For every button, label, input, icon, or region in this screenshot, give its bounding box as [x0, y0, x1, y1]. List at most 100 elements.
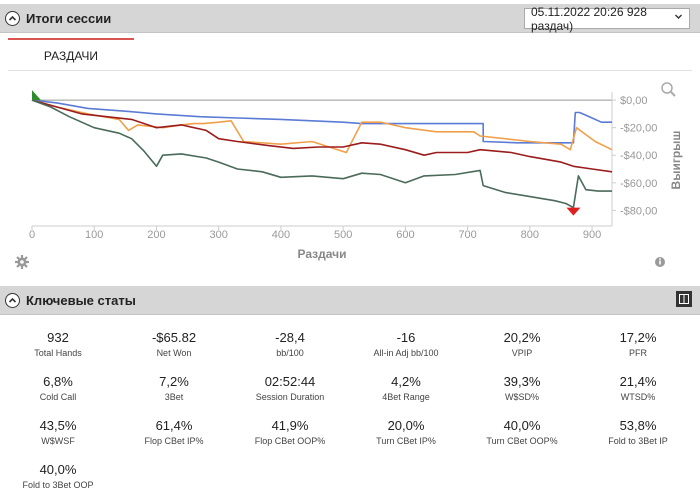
stat-label: 4Bet Range — [382, 392, 430, 402]
stat-value: 4,2% — [391, 374, 421, 389]
stat-label: Flop CBet OOP% — [254, 436, 326, 446]
stat-value: 43,5% — [39, 418, 77, 433]
stat-item: 20,2% VPIP — [464, 330, 580, 358]
chevron-up-icon — [8, 297, 17, 303]
stat-item: 43,5% W$WSF — [0, 418, 116, 446]
series-line-1 — [31, 99, 613, 154]
x-tick-label: 500 — [334, 229, 352, 241]
stat-value: 20,2% — [503, 330, 541, 345]
stat-value: 40,0% — [503, 418, 541, 433]
stat-item: 17,2% PFR — [580, 330, 696, 358]
stat-label: 3Bet — [164, 392, 184, 402]
stat-label: VPIP — [511, 348, 533, 358]
stat-value: 20,0% — [387, 418, 425, 433]
x-tick-label: 100 — [85, 229, 103, 241]
y-tick-label: -$80,00 — [620, 205, 657, 217]
winnings-chart: 0 100 200 300 400 500 600 700 800 900 $0,00 -$20,0… — [0, 72, 700, 280]
chevron-down-icon — [674, 12, 683, 24]
stat-value: -16 — [396, 330, 416, 345]
chevron-up-icon — [8, 15, 17, 21]
key-stats-header: Ключевые статы — [0, 286, 700, 315]
tab-label: РАЗДАЧИ — [43, 49, 99, 63]
stat-label: W$WSF — [41, 436, 75, 446]
stat-label: Session Duration — [255, 392, 325, 402]
stat-label: Flop CBet IP% — [144, 436, 204, 446]
stat-value: 6,8% — [43, 374, 73, 389]
stat-item: 932 Total Hands — [0, 330, 116, 358]
stat-label: Total Hands — [34, 348, 82, 358]
series-line-3 — [31, 99, 612, 209]
stat-value: 53,8% — [619, 418, 657, 433]
stat-item: -$65.82 Net Won — [116, 330, 232, 358]
series-line-0 — [31, 99, 612, 144]
x-tick-label: 800 — [521, 229, 539, 241]
stat-label: Fold to 3Bet IP — [608, 436, 668, 446]
section-title: Итоги сессии — [26, 10, 112, 26]
stat-item: 4,2% 4Bet Range — [348, 374, 464, 402]
y-tick-label: -$60,00 — [620, 178, 657, 190]
stat-label: Turn CBet IP% — [376, 436, 436, 446]
section-title: Ключевые статы — [26, 292, 136, 308]
stat-value: 61,4% — [155, 418, 193, 433]
stat-value: 41,9% — [271, 418, 309, 433]
y-tick-label: -$20,00 — [620, 123, 657, 135]
winnings-chart-svg: 0 100 200 300 400 500 600 700 800 900 $0,00 -$20,0… — [15, 82, 683, 269]
stat-label: Fold to 3Bet OOP — [22, 480, 94, 490]
zoom-icon[interactable] — [661, 82, 676, 97]
x-axis-label: Раздачи — [298, 247, 347, 261]
stat-item: 53,8% Fold to 3Bet IP — [580, 418, 696, 446]
stat-label: Turn CBet OOP% — [486, 436, 558, 446]
y-tick-label: -$40,00 — [620, 150, 657, 162]
stat-item: 02:52:44 Session Duration — [232, 374, 348, 402]
info-icon[interactable] — [655, 257, 665, 267]
stat-label: All-in Adj bb/100 — [373, 348, 439, 358]
stat-value: 02:52:44 — [264, 374, 316, 389]
stat-label: WTSD% — [620, 392, 656, 402]
columns-icon — [679, 294, 689, 304]
stat-item: 21,4% WTSD% — [580, 374, 696, 402]
y-axis-label: Выигрыш — [669, 131, 683, 190]
stat-label: Net Won — [156, 348, 192, 358]
series-line-2 — [31, 99, 613, 173]
stat-value: 932 — [47, 330, 69, 345]
layout-toggle-button[interactable] — [676, 291, 692, 307]
stat-value: -28,4 — [275, 330, 305, 345]
session-min-marker — [566, 207, 581, 216]
stat-item: 7,2% 3Bet — [116, 374, 232, 402]
x-tick-label: 700 — [458, 229, 476, 241]
stat-value: 7,2% — [159, 374, 189, 389]
stat-value: 40,0% — [39, 462, 77, 477]
stat-item: -16 All-in Adj bb/100 — [348, 330, 464, 358]
stat-item: 20,0% Turn CBet IP% — [348, 418, 464, 446]
stat-item: 40,0% Fold to 3Bet OOP — [0, 462, 116, 490]
tab-hands[interactable]: РАЗДАЧИ — [8, 38, 134, 72]
collapse-stats-button[interactable] — [5, 292, 20, 308]
x-tick-label: 0 — [29, 229, 35, 241]
stat-label: Cold Call — [39, 392, 77, 402]
stat-value: -$65.82 — [151, 330, 197, 345]
tab-divider — [8, 70, 692, 71]
stat-label: W$SD% — [504, 392, 539, 402]
x-tick-label: 900 — [583, 229, 601, 241]
stat-item: 39,3% W$SD% — [464, 374, 580, 402]
session-summary-header: Итоги сессии 05.11.2022 20:26 928 раздач… — [0, 4, 700, 33]
stat-value: 39,3% — [503, 374, 541, 389]
x-tick-label: 300 — [210, 229, 228, 241]
stat-value: 21,4% — [619, 374, 657, 389]
stat-value: 17,2% — [619, 330, 657, 345]
collapse-session-button[interactable] — [5, 10, 20, 26]
stat-label: bb/100 — [276, 348, 304, 358]
stat-item: 40,0% Turn CBet OOP% — [464, 418, 580, 446]
x-tick-label: 200 — [147, 229, 165, 241]
session-select[interactable]: 05.11.2022 20:26 928 раздач) — [524, 5, 690, 33]
stat-item: -28,4 bb/100 — [232, 330, 348, 358]
stat-label: PFR — [629, 348, 647, 358]
stat-item: 6,8% Cold Call — [0, 374, 116, 402]
y-tick-label: $0,00 — [620, 95, 648, 107]
gear-icon[interactable] — [15, 255, 29, 269]
session-start-marker — [32, 90, 41, 101]
stat-item: 61,4% Flop CBet IP% — [116, 418, 232, 446]
session-select-value: 05.11.2022 20:26 928 раздач) — [531, 4, 647, 33]
x-tick-label: 600 — [396, 229, 414, 241]
x-tick-label: 400 — [272, 229, 290, 241]
